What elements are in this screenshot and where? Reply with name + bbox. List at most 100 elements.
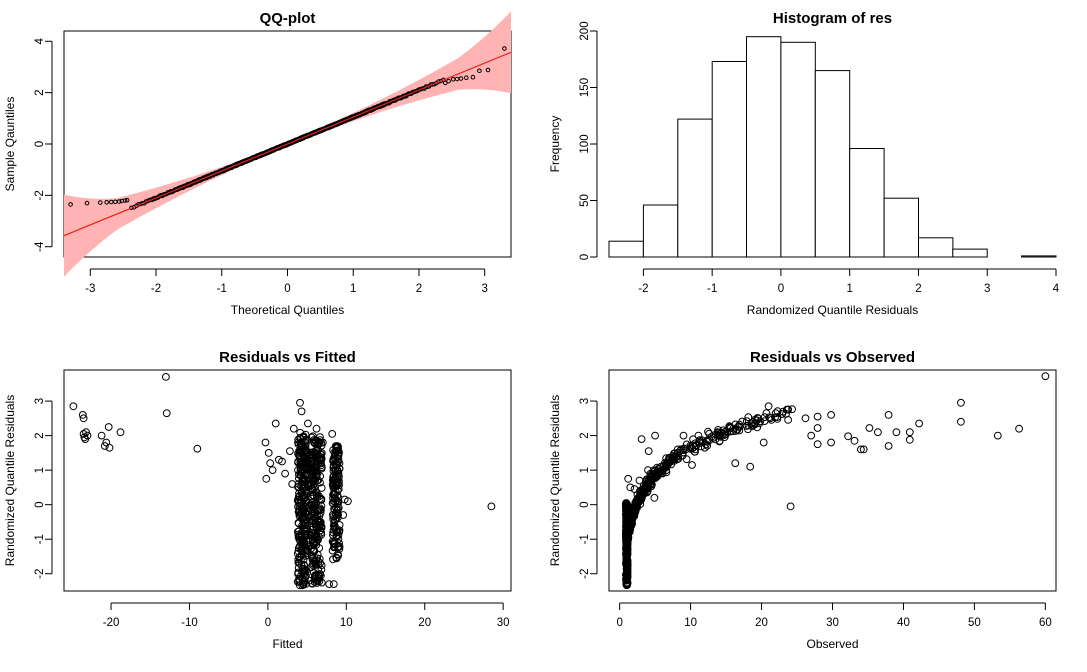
plot-title: Histogram of res [773, 10, 892, 27]
data-point [332, 554, 341, 563]
data-point [628, 511, 637, 519]
data-point [688, 461, 696, 469]
data-point [438, 78, 444, 84]
data-point [315, 571, 323, 580]
data-point [827, 438, 835, 447]
data-point [122, 198, 128, 203]
data-point [301, 477, 310, 486]
y-tick-label: 200 [579, 21, 591, 40]
data-point [1015, 424, 1023, 433]
data-point [303, 507, 312, 516]
data-point [766, 414, 775, 423]
data-point [679, 446, 687, 455]
x-tick-label: -1 [707, 283, 717, 295]
data-point [335, 539, 343, 548]
data-point [487, 502, 496, 511]
data-point [299, 480, 308, 488]
data-point [334, 499, 343, 507]
data-point [312, 571, 321, 580]
data-point [731, 459, 740, 468]
data-point [311, 471, 320, 479]
data-point [328, 499, 337, 507]
data-point [278, 457, 286, 466]
histogram-bar [608, 240, 644, 258]
y-tick-label: 0 [34, 501, 46, 507]
plot-frame [608, 369, 1057, 592]
data-point [636, 500, 645, 509]
data-point [759, 438, 768, 447]
x-tick-label: -10 [181, 617, 198, 629]
data-point [344, 497, 352, 506]
x-tick-label: 20 [755, 617, 768, 629]
data-point [296, 398, 304, 407]
data-point [312, 491, 321, 500]
data-point [801, 414, 810, 423]
data-point [266, 459, 275, 468]
data-point [298, 447, 307, 456]
data-point [661, 459, 669, 467]
x-tick-label: 60 [1039, 617, 1052, 629]
histogram-bar [642, 204, 679, 258]
x-tick-label: 3 [482, 283, 488, 295]
data-point [281, 469, 290, 478]
x-tick-label: -3 [85, 283, 95, 295]
data-point [738, 417, 747, 426]
data-point [335, 464, 344, 473]
data-point [308, 536, 317, 544]
y-tick-label: 0 [579, 254, 591, 260]
plot-title: Residuals vs Fitted [219, 349, 356, 366]
data-point [624, 530, 632, 539]
x-tick-label: 20 [418, 617, 431, 629]
data-point [659, 466, 667, 475]
data-point [299, 522, 308, 530]
data-point [329, 528, 338, 537]
data-point [767, 416, 776, 424]
y-tick-label: -2 [34, 569, 46, 579]
data-point [307, 563, 316, 572]
data-point [753, 416, 761, 425]
data-point [297, 439, 306, 448]
data-point [116, 428, 125, 437]
data-point [329, 494, 337, 503]
data-point [957, 417, 965, 426]
y-tick-label: 1 [579, 467, 591, 473]
data-point [700, 443, 709, 452]
data-point [311, 439, 320, 448]
x-tick-label: 4 [1053, 283, 1060, 295]
data-point [330, 474, 339, 483]
x-tick-label: 50 [968, 617, 981, 629]
y-tick-label: -4 [34, 241, 46, 252]
data-point [652, 472, 661, 481]
data-point [325, 580, 334, 588]
data-point [293, 577, 302, 586]
x-tick-label: 2 [416, 283, 422, 295]
data-point [311, 513, 320, 522]
data-point [782, 405, 791, 414]
data-point [884, 411, 893, 419]
plot-frame [63, 30, 512, 258]
data-point [726, 424, 735, 433]
data-point [622, 499, 630, 507]
data-point [993, 431, 1002, 440]
data-point [104, 200, 109, 205]
data-point [83, 431, 92, 440]
data-point [312, 523, 321, 532]
data-point [68, 202, 73, 207]
data-point [905, 435, 914, 444]
data-point [443, 80, 448, 86]
data-point [339, 511, 348, 519]
x-tick-label: 40 [897, 617, 910, 629]
x-tick-label: 1 [350, 283, 356, 295]
data-point [84, 200, 90, 206]
histogram-bar [849, 148, 885, 258]
data-point [307, 433, 316, 442]
data-point [892, 428, 901, 437]
data-point [626, 518, 634, 526]
y-axis-label: Randomized Quantile Residuals [3, 395, 17, 566]
data-point [788, 405, 796, 414]
x-tick-label: 10 [340, 617, 353, 629]
data-point [744, 425, 752, 434]
y-tick-label: 150 [579, 78, 591, 97]
y-tick-label: 0 [579, 501, 591, 507]
